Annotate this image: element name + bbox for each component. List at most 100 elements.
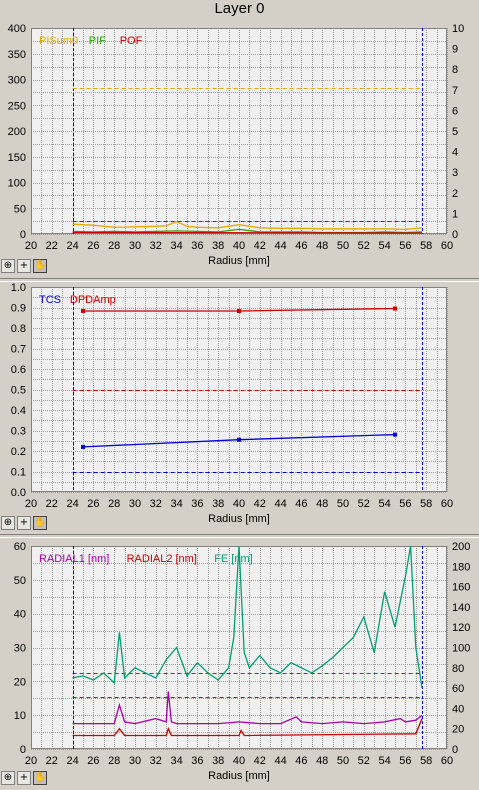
y2-tick-label: 9 — [452, 44, 458, 56]
x-tick-label: 40 — [233, 755, 245, 767]
y-tick-label: 1.0 — [11, 282, 26, 294]
chart-toolbar: ⊕ + ✋ — [1, 259, 47, 273]
y2-tick-label: 40 — [452, 703, 464, 715]
divider — [0, 534, 479, 538]
chart-toolbar: ⊕ + ✋ — [1, 771, 47, 785]
x-tick-label: 44 — [274, 498, 286, 510]
y-tick-label: 150 — [8, 152, 26, 164]
x-tick-label: 34 — [170, 498, 182, 510]
x-axis-label: Radius [mm] — [208, 255, 270, 267]
x-tick-label: 30 — [129, 240, 141, 252]
x-tick-label: 50 — [337, 498, 349, 510]
y-tick-label: 50 — [14, 575, 26, 587]
x-tick-label: 38 — [212, 498, 224, 510]
x-tick-label: 50 — [337, 755, 349, 767]
hand-icon[interactable]: ✋ — [33, 516, 47, 530]
y-tick-label: 0.9 — [11, 303, 26, 315]
x-tick-label: 58 — [420, 498, 432, 510]
x-tick-label: 28 — [108, 755, 120, 767]
y-tick-label: 0.6 — [11, 364, 26, 376]
plus-icon[interactable]: + — [17, 259, 31, 273]
legend-entry: RADIAL2 [nm] — [127, 553, 197, 565]
y2-tick-label: 140 — [452, 602, 470, 614]
x-tick-label: 22 — [46, 240, 58, 252]
legend-entry: RADIAL1 [nm] — [39, 553, 109, 565]
legend-entry: PIF — [89, 35, 106, 47]
y2-tick-label: 160 — [452, 582, 470, 594]
x-tick-label: 54 — [378, 240, 390, 252]
legend-entry: TCS — [39, 294, 61, 306]
y-tick-label: 30 — [14, 643, 26, 655]
legend-entry: DPDAmp — [70, 294, 116, 306]
x-tick-label: 32 — [150, 240, 162, 252]
x-axis-label: Radius [mm] — [208, 513, 270, 525]
grid — [31, 28, 448, 235]
x-tick-label: 54 — [378, 498, 390, 510]
chart-radial-fe: RADIAL1 [nm] RADIAL2 [nm] FE [nm] 0 10 20 30 40… — [14, 541, 471, 782]
legend-entry: FE [nm] — [214, 553, 253, 565]
legend-entry: POF — [120, 35, 143, 47]
y-tick-label: 40 — [14, 609, 26, 621]
x-tick-label: 60 — [441, 755, 453, 767]
y2-tick-label: 200 — [452, 541, 470, 553]
y-tick-label: 50 — [14, 203, 26, 215]
hand-icon[interactable]: ✋ — [33, 771, 47, 785]
chart-pi-signals: PISum0 PIF POF0501001502002503003504000123… — [8, 23, 465, 267]
y-tick-label: 0.5 — [11, 385, 26, 397]
y-tick-label: 250 — [8, 100, 26, 112]
data-point — [393, 432, 397, 437]
y2-tick-label: 80 — [452, 663, 464, 675]
y-tick-label: 60 — [14, 541, 26, 553]
y2-tick-label: 180 — [452, 561, 470, 573]
x-tick-label: 56 — [399, 240, 411, 252]
hand-icon[interactable]: ✋ — [33, 259, 47, 273]
zoom-icon[interactable]: ⊕ — [1, 516, 15, 530]
y2-tick-label: 10 — [452, 23, 464, 35]
data-point — [237, 308, 241, 313]
x-tick-label: 50 — [337, 240, 349, 252]
y-tick-label: 0.0 — [11, 487, 26, 499]
series-line — [72, 691, 423, 725]
x-tick-label: 34 — [170, 240, 182, 252]
y2-tick-label: 20 — [452, 724, 464, 736]
x-tick-label: 56 — [399, 498, 411, 510]
x-tick-label: 22 — [46, 755, 58, 767]
x-tick-label: 58 — [420, 240, 432, 252]
x-tick-label: 38 — [212, 240, 224, 252]
x-tick-label: 60 — [441, 240, 453, 252]
legend-entry: PISum0 — [39, 35, 78, 47]
y2-tick-label: 3 — [452, 167, 458, 179]
x-tick-label: 34 — [170, 755, 182, 767]
data-point — [393, 306, 397, 311]
zoom-icon[interactable]: ⊕ — [1, 771, 15, 785]
plus-icon[interactable]: + — [17, 516, 31, 530]
x-tick-label: 36 — [191, 755, 203, 767]
x-tick-label: 54 — [378, 755, 390, 767]
series-line — [72, 231, 423, 234]
y2-tick-label: 6 — [452, 105, 458, 117]
divider — [0, 278, 479, 282]
x-tick-label: 24 — [66, 240, 78, 252]
chart-tcs-dpd: TCS DPDAmp 0.0 0.1 0.2 0.3 0.4 0.5 0.6 0.7 0.8 0.9 1… — [11, 282, 453, 525]
x-tick-label: 22 — [46, 498, 58, 510]
y2-tick-label: 4 — [452, 147, 458, 159]
x-tick-label: 46 — [295, 498, 307, 510]
x-tick-label: 46 — [295, 755, 307, 767]
y-tick-label: 350 — [8, 49, 26, 61]
y2-tick-label: 120 — [452, 622, 470, 634]
x-tick-label: 36 — [191, 498, 203, 510]
y-tick-label: 0.4 — [11, 405, 26, 417]
x-tick-label: 58 — [420, 755, 432, 767]
x-tick-label: 42 — [254, 240, 266, 252]
zoom-icon[interactable]: ⊕ — [1, 259, 15, 273]
x-tick-label: 26 — [87, 755, 99, 767]
x-tick-label: 56 — [399, 755, 411, 767]
grid — [31, 287, 448, 493]
y-tick-label: 200 — [8, 126, 26, 138]
x-tick-label: 32 — [150, 755, 162, 767]
y2-tick-label: 7 — [452, 85, 458, 97]
x-tick-label: 52 — [358, 240, 370, 252]
y-tick-label: 20 — [14, 676, 26, 688]
x-tick-label: 46 — [295, 240, 307, 252]
plus-icon[interactable]: + — [17, 771, 31, 785]
